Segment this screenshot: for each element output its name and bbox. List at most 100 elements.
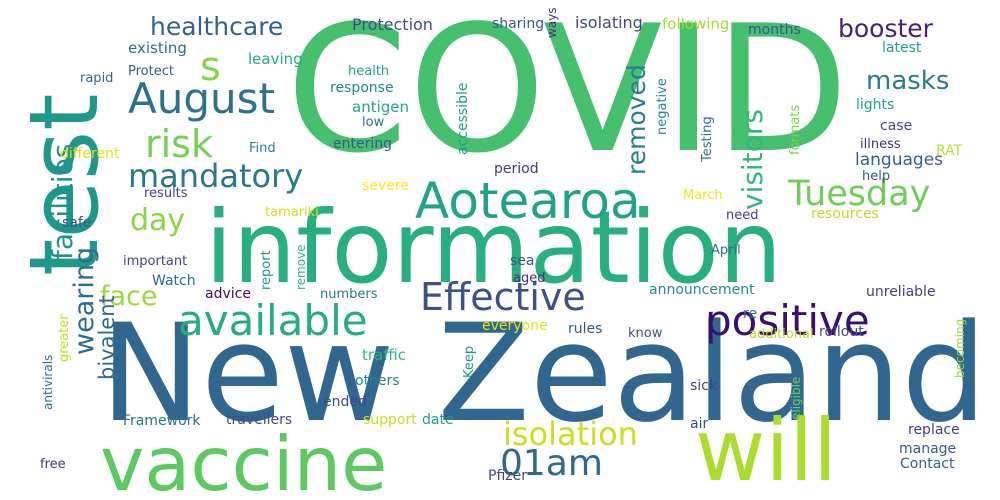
word-removed: removed xyxy=(622,64,651,175)
word-unreliable: unreliable xyxy=(866,284,936,300)
word-protection: Protection xyxy=(352,15,433,34)
word-replace: replace xyxy=(908,422,960,438)
word-ended: ended xyxy=(323,394,367,410)
word-announcement: announcement xyxy=(649,282,755,298)
word-support: support xyxy=(363,412,417,428)
word-formats: formats xyxy=(788,105,803,155)
word-important: important xyxy=(123,254,187,269)
word-ways: ways xyxy=(545,7,559,38)
word-results: results xyxy=(144,186,188,201)
word-march: March xyxy=(683,188,723,203)
word-rapid: rapid xyxy=(80,71,113,86)
word-greater: greater xyxy=(57,314,72,362)
word-facilities: facilities xyxy=(46,144,79,260)
word-manage: manage xyxy=(899,441,956,457)
word-health: health xyxy=(348,64,389,79)
word-free: free xyxy=(40,457,66,472)
word-eligible: eligible xyxy=(789,377,803,420)
word-bivalent: bivalent xyxy=(95,295,119,380)
word-numbers: numbers xyxy=(320,287,378,302)
word-wearing: wearing xyxy=(69,247,100,355)
word-keep: Keep xyxy=(462,346,477,378)
word-know: know xyxy=(628,326,663,341)
word-period: period xyxy=(494,161,539,177)
word-traffic: traffic xyxy=(362,346,406,364)
word-isolating: isolating xyxy=(575,13,643,32)
word-will: will xyxy=(695,401,837,500)
word-contact: Contact xyxy=(900,456,955,472)
word-rollout: rollout xyxy=(819,324,864,340)
word-lights: lights xyxy=(856,97,894,113)
word-august: August xyxy=(128,74,275,123)
word-information: information xyxy=(205,189,782,306)
word-safe: safe xyxy=(62,215,91,231)
word-latest: latest xyxy=(882,40,922,56)
word-01am: 01am xyxy=(500,443,603,484)
word-leaving: leaving xyxy=(248,50,303,68)
word-remove: remove xyxy=(294,244,308,290)
word-becoming: becoming xyxy=(953,319,967,378)
word-testing: Testing xyxy=(700,116,715,163)
word-available: available xyxy=(178,296,368,345)
word-report: report xyxy=(259,250,274,290)
word-advice: advice xyxy=(205,286,251,302)
word-everyone: everyone xyxy=(482,318,548,334)
word-aotearoa: Aotearoa xyxy=(415,172,641,230)
word-effective: Effective xyxy=(420,275,586,319)
word-pfizer: Pfizer xyxy=(488,468,527,484)
word-watch: Watch xyxy=(152,273,196,289)
word-vaccine: vaccine xyxy=(100,420,387,500)
word-day: day xyxy=(130,203,185,238)
word-covid: COVID xyxy=(286,0,849,192)
word-re: re xyxy=(743,306,757,322)
word-sick: sick xyxy=(690,378,718,394)
word-travellers: travellers xyxy=(226,412,292,428)
word-resources: resources xyxy=(811,206,879,222)
word-months: months xyxy=(748,22,801,38)
word-masks: masks xyxy=(866,66,949,96)
word-april: April xyxy=(711,243,741,258)
word-risk: risk xyxy=(145,122,213,166)
word-protect: Protect xyxy=(128,64,174,79)
word-entering: entering xyxy=(333,136,392,152)
word-tuesday: Tuesday xyxy=(787,174,930,214)
word-isolation: isolation xyxy=(503,415,638,453)
word-need: need xyxy=(726,208,759,223)
word-s: s xyxy=(200,44,221,90)
word-face: face xyxy=(100,281,158,312)
word-others: others xyxy=(355,373,400,389)
word-rat: RAT xyxy=(936,143,963,159)
word-low: low xyxy=(362,115,385,130)
word-air: air xyxy=(690,416,708,432)
word-healthcare: healthcare xyxy=(150,12,283,41)
word-response: response xyxy=(330,80,394,96)
word-framework: Framework xyxy=(123,413,201,429)
word-additional: additional xyxy=(749,327,814,342)
word-languages: languages xyxy=(855,150,943,170)
word-severe: severe xyxy=(362,178,409,194)
word-following: following xyxy=(662,15,729,33)
word-positive: positive xyxy=(705,296,870,345)
word-tamariki: tamariki xyxy=(265,205,319,220)
word-illness: illness xyxy=(860,137,901,152)
word-negative: negative xyxy=(655,78,670,135)
word-find: Find xyxy=(249,141,276,156)
word-rules: rules xyxy=(568,321,602,337)
word-antivirals: antivirals xyxy=(41,355,55,410)
word-aged: aged xyxy=(513,271,545,286)
word-antigen: antigen xyxy=(352,98,409,116)
word-new-zealand: New Zealand xyxy=(100,295,987,452)
word-test: test xyxy=(10,94,120,276)
word-visitors: visitors xyxy=(736,109,769,210)
word-case: case xyxy=(880,118,912,134)
word-sharing: sharing xyxy=(492,16,544,32)
word-date: date xyxy=(422,412,454,428)
word-mandatory: mandatory xyxy=(128,157,303,195)
word-accessible: accessible xyxy=(455,83,471,155)
word-different: different xyxy=(60,146,120,162)
word-existing: existing xyxy=(128,39,187,57)
word-sea: sea xyxy=(510,253,535,269)
